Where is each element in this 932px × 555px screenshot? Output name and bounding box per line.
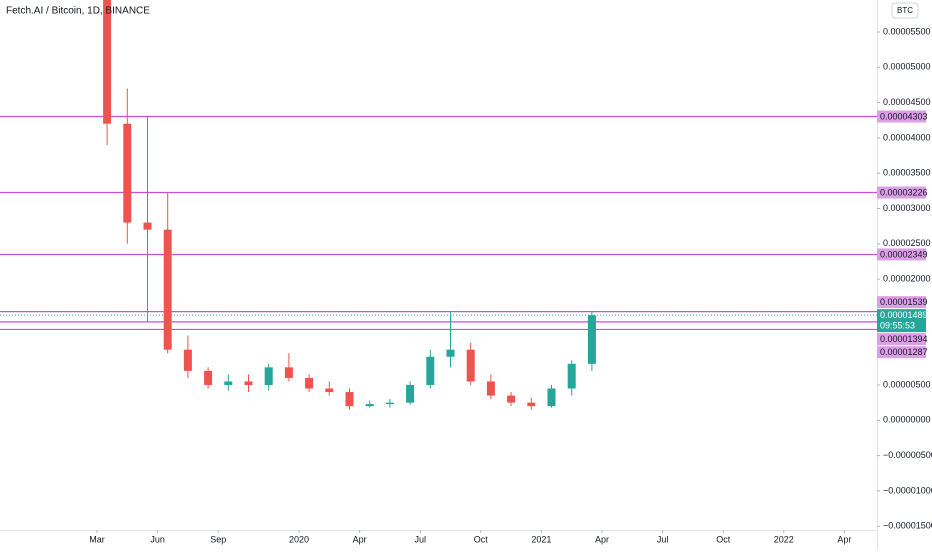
last-price-label: 0.00001489: [880, 310, 928, 320]
candle-body: [527, 402, 536, 407]
y-tick-label: 0.00000000: [883, 415, 931, 425]
candle-body: [466, 349, 475, 382]
y-tick-label: 0.00005500: [883, 26, 931, 36]
candle-body: [143, 222, 152, 230]
candle-body: [224, 381, 233, 385]
x-tick-label: Oct: [474, 534, 489, 544]
y-tick-label: 0.00002500: [883, 238, 931, 248]
x-tick-label: Sep: [210, 534, 226, 544]
x-tick-label: Jun: [150, 534, 165, 544]
level-label-box: [877, 186, 926, 199]
y-tick-label: 0.00005000: [883, 62, 931, 72]
level-label: 0.00001539: [880, 297, 928, 307]
chart-title: Fetch.AI / Bitcoin, 1D, BINANCE: [6, 6, 150, 17]
y-tick-label: −0.00001500: [883, 521, 932, 531]
candle-body: [567, 363, 576, 389]
candle-body: [587, 315, 596, 364]
currency-button[interactable]: [891, 2, 919, 19]
candle-body: [183, 349, 192, 371]
candle-body: [486, 381, 495, 396]
candle-body: [446, 349, 455, 357]
x-tick-label: 2020: [289, 534, 309, 544]
candle-body: [264, 367, 273, 385]
candle-body: [547, 388, 556, 407]
x-tick-label: 2022: [774, 534, 794, 544]
candle-body: [163, 229, 172, 350]
candle-body: [325, 388, 334, 393]
candle-body: [103, 0, 112, 124]
x-tick-label: Jul: [414, 534, 426, 544]
level-label: 0.00003226: [880, 187, 928, 197]
level-label-box: [877, 333, 926, 346]
candle-body: [305, 377, 314, 389]
y-tick-label: 0.00003000: [883, 203, 931, 213]
candle-body: [123, 123, 132, 223]
plot-area: [0, 0, 877, 410]
candle-body: [345, 392, 354, 407]
y-tick-label: 0.00000500: [883, 379, 931, 389]
y-tick-label: 0.00002000: [883, 273, 931, 283]
level-label: 0.00001287: [880, 347, 928, 357]
candle-body: [244, 381, 253, 385]
candle-body: [385, 402, 394, 405]
level-label-box: [877, 346, 926, 359]
candle-body: [507, 395, 516, 403]
level-label-box: [877, 110, 926, 123]
level-label-box: [877, 248, 926, 261]
y-tick-label: 0.00004500: [883, 97, 931, 107]
candle-body: [365, 404, 374, 407]
x-tick-label: Jul: [657, 534, 669, 544]
countdown-label: 09:55:53: [880, 321, 915, 331]
x-tick-label: 2021: [531, 534, 551, 544]
level-label: 0.00004303: [880, 111, 928, 121]
x-tick-label: Apr: [595, 534, 609, 544]
x-tick-label: Oct: [716, 534, 731, 544]
y-tick-label: 0.00003500: [883, 168, 931, 178]
y-tick-label: −0.00000500: [883, 450, 932, 460]
candle-body: [406, 384, 415, 403]
candle-body: [204, 370, 213, 385]
level-label: 0.00002349: [880, 249, 928, 259]
last-price-box: [877, 309, 926, 333]
candle-body: [426, 356, 435, 385]
level-label: 0.00001394: [880, 334, 928, 344]
x-tick-label: Apr: [353, 534, 367, 544]
candle-body: [284, 367, 293, 378]
x-tick-label: Mar: [89, 534, 105, 544]
currency-label[interactable]: BTC: [897, 6, 913, 15]
level-label-box: [877, 296, 926, 309]
y-tick-label: 0.00004000: [883, 132, 931, 142]
y-tick-label: −0.00001000: [883, 485, 932, 495]
x-tick-label: Apr: [837, 534, 851, 544]
